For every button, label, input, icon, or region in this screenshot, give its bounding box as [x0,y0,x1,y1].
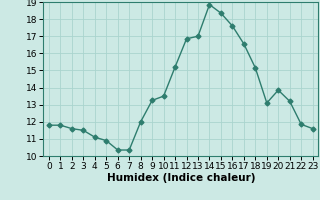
X-axis label: Humidex (Indice chaleur): Humidex (Indice chaleur) [107,173,255,183]
